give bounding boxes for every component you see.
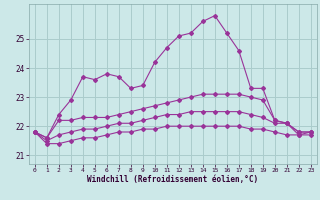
X-axis label: Windchill (Refroidissement éolien,°C): Windchill (Refroidissement éolien,°C) <box>87 175 258 184</box>
